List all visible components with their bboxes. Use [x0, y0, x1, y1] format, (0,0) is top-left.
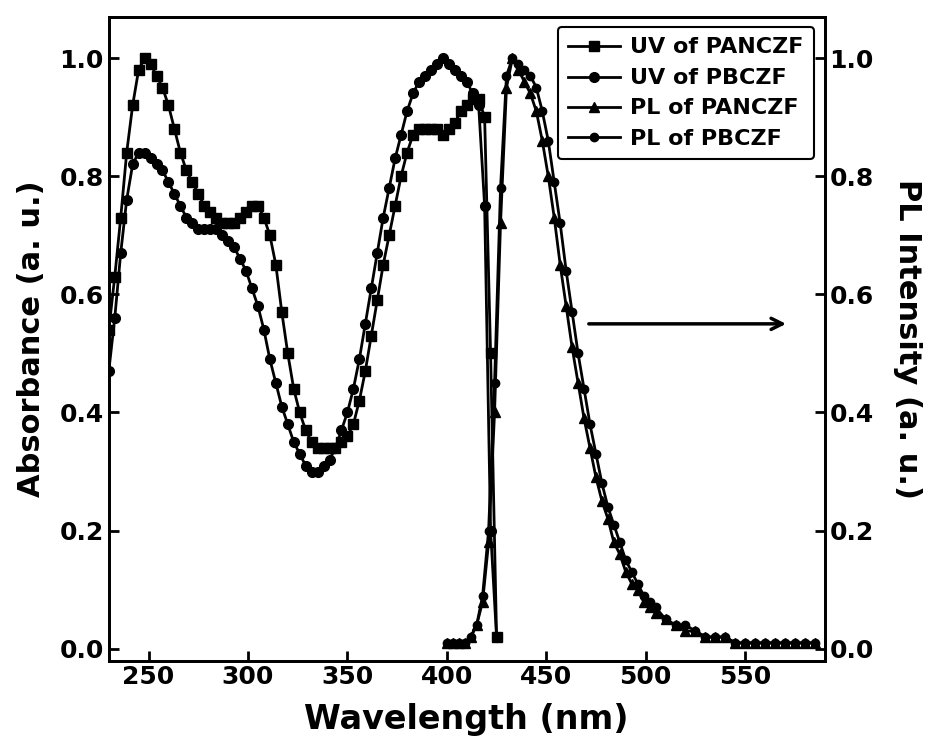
Y-axis label: PL Intensity (a. u.): PL Intensity (a. u.)	[893, 178, 922, 498]
UV of PANCZF	[413, 124, 424, 133]
PL of PBCZF	[632, 579, 643, 588]
UV of PANCZF	[491, 633, 502, 642]
Legend: UV of PANCZF, UV of PBCZF, PL of PANCZF, PL of PBCZF: UV of PANCZF, UV of PBCZF, PL of PANCZF,…	[558, 27, 814, 159]
PL of PBCZF	[555, 219, 566, 228]
PL of PBCZF	[507, 53, 518, 62]
UV of PBCZF	[438, 53, 449, 62]
PL of PBCZF	[779, 639, 791, 648]
UV of PANCZF	[133, 66, 145, 75]
UV of PBCZF	[491, 633, 502, 642]
Y-axis label: Absorbance (a. u.): Absorbance (a. u.)	[17, 180, 46, 497]
UV of PANCZF	[228, 219, 239, 228]
PL of PANCZF	[644, 603, 655, 612]
Line: UV of PANCZF: UV of PANCZF	[104, 53, 501, 642]
PL of PBCZF	[441, 639, 453, 648]
UV of PBCZF	[467, 89, 478, 98]
UV of PBCZF	[408, 89, 419, 98]
UV of PANCZF	[205, 207, 216, 216]
PL of PANCZF	[591, 473, 602, 482]
PL of PANCZF	[555, 261, 566, 270]
PL of PANCZF	[507, 53, 518, 62]
UV of PBCZF	[270, 379, 282, 388]
X-axis label: Wavelength (nm): Wavelength (nm)	[304, 703, 629, 736]
UV of PBCZF	[199, 225, 210, 234]
UV of PANCZF	[276, 307, 287, 316]
UV of PBCZF	[103, 367, 115, 376]
UV of PBCZF	[133, 148, 145, 157]
UV of PANCZF	[139, 53, 150, 62]
Line: PL of PANCZF: PL of PANCZF	[442, 53, 820, 648]
PL of PBCZF	[465, 633, 476, 642]
PL of PBCZF	[591, 450, 602, 459]
PL of PANCZF	[465, 633, 476, 642]
PL of PBCZF	[809, 639, 821, 648]
PL of PANCZF	[632, 585, 643, 594]
Line: UV of PBCZF: UV of PBCZF	[104, 53, 501, 642]
PL of PANCZF	[809, 639, 821, 648]
PL of PANCZF	[779, 639, 791, 648]
PL of PANCZF	[441, 639, 453, 648]
PL of PBCZF	[644, 597, 655, 606]
UV of PBCZF	[223, 236, 234, 245]
UV of PANCZF	[467, 95, 478, 104]
UV of PANCZF	[103, 325, 115, 334]
Line: PL of PBCZF: PL of PBCZF	[442, 54, 819, 647]
